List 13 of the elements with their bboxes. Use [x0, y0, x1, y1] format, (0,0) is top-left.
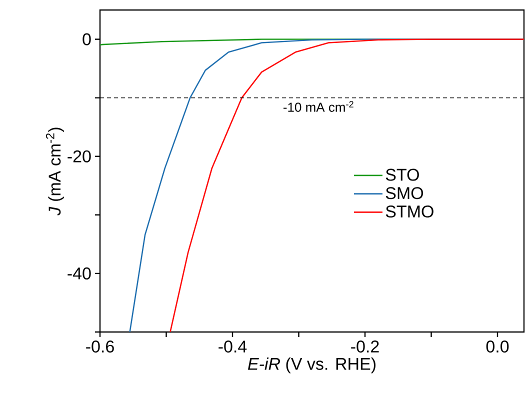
x-axis-title: E-iR (V vs. RHE) — [248, 357, 376, 374]
y-tick-label: -40 — [68, 267, 91, 280]
x-tick-label: 0.0 — [486, 340, 509, 353]
y-tick-label: -20 — [68, 150, 91, 162]
y-axis-title: J (mA cm$^{-2}$) — [46, 128, 64, 216]
legend-label: STO — [386, 168, 419, 181]
ref-line-label: -10 mA cm$^{-2}$ — [283, 101, 354, 112]
legend-label: STMO — [386, 206, 434, 218]
y-tick-label: 0 — [82, 33, 91, 46]
x-tick-label: -0.6 — [86, 340, 114, 353]
legend-label: SMO — [386, 187, 424, 200]
x-tick-label: -0.2 — [351, 340, 379, 353]
x-tick-label: -0.4 — [218, 340, 247, 353]
